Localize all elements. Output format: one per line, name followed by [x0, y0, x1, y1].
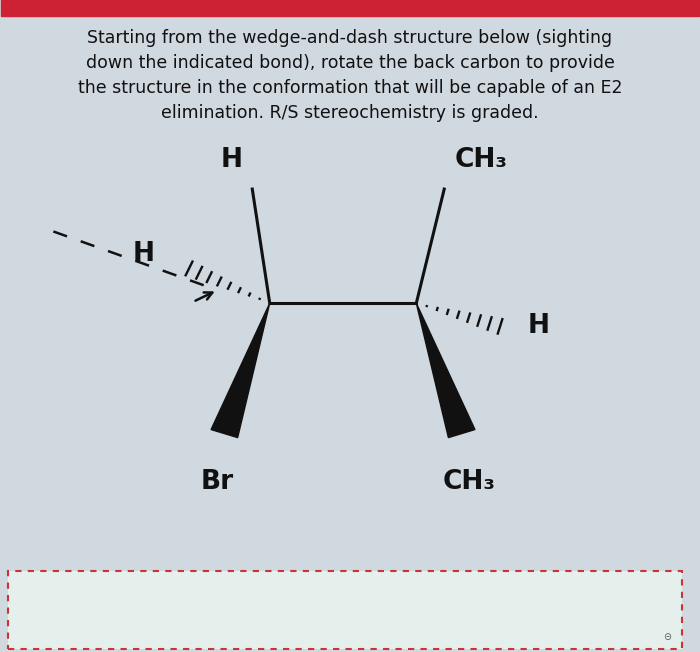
- Text: H: H: [528, 313, 550, 339]
- Text: H: H: [132, 241, 155, 267]
- Text: Br: Br: [201, 469, 234, 496]
- Text: H: H: [220, 147, 242, 173]
- Polygon shape: [416, 303, 475, 437]
- Bar: [8, 570, 682, 649]
- Text: CH₃: CH₃: [442, 469, 495, 496]
- Text: CH₃: CH₃: [455, 147, 508, 173]
- Text: ⊝: ⊝: [663, 632, 671, 642]
- Text: Starting from the wedge-and-dash structure below (sighting
down the indicated bo: Starting from the wedge-and-dash structu…: [78, 29, 622, 123]
- Polygon shape: [211, 303, 270, 437]
- Bar: [1, 0, 699, 16]
